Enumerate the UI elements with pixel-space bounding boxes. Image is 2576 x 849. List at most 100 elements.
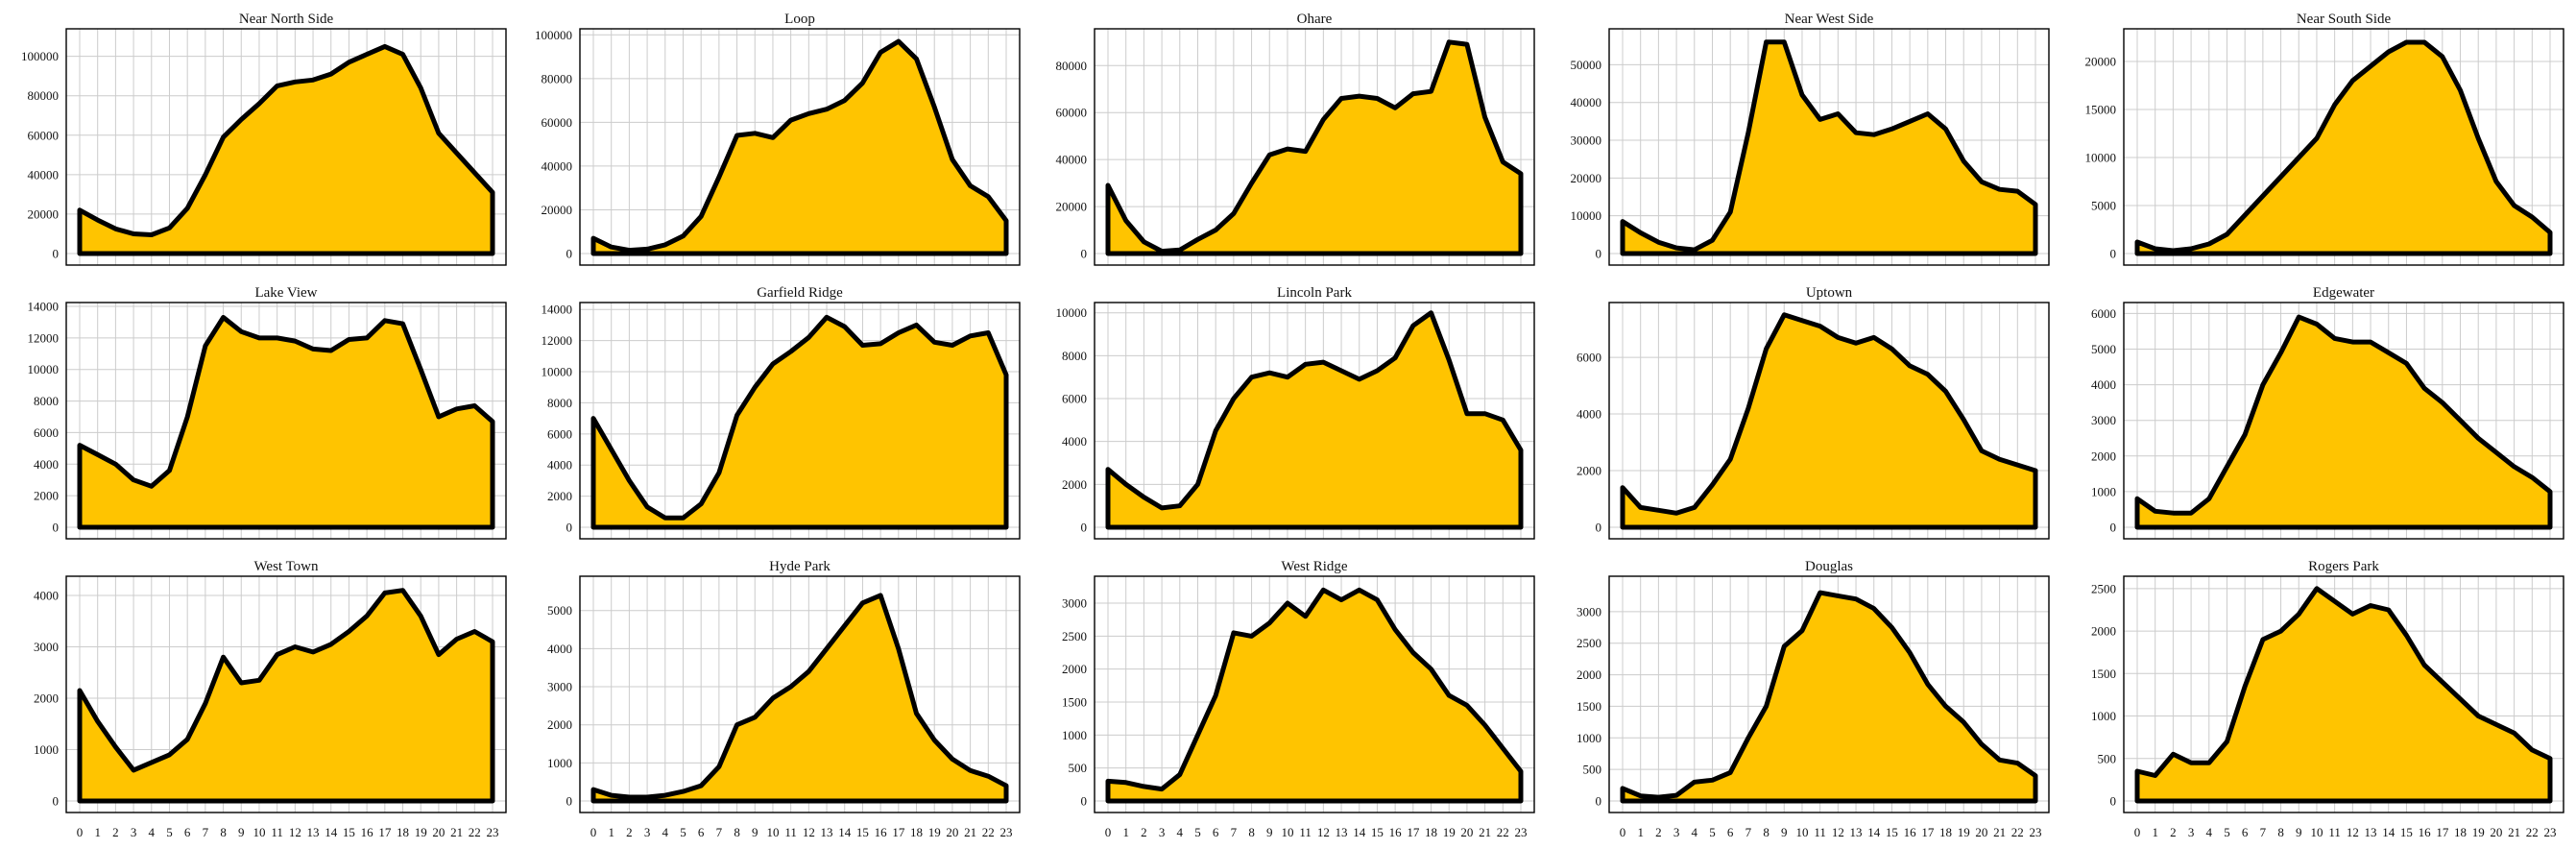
x-tick-label: 0: [77, 825, 84, 839]
y-tick-label: 0: [1596, 247, 1602, 261]
x-tick-label: 22: [982, 825, 995, 839]
x-tick-label: 18: [2454, 825, 2467, 839]
x-tick-label: 1: [1637, 825, 1644, 839]
x-tick-label: 7: [716, 825, 723, 839]
y-tick-label: 2000: [1062, 477, 1087, 492]
x-tick-label: 6: [2242, 825, 2249, 839]
x-tick-label: 17: [1407, 825, 1420, 839]
area-series: [1105, 39, 1524, 256]
x-tick-label: 20: [946, 825, 958, 839]
y-tick-label: 40000: [542, 158, 573, 173]
x-tick-label: 9: [238, 825, 245, 839]
x-tick-label: 5: [166, 825, 173, 839]
x-tick-label: 8: [2277, 825, 2284, 839]
y-tick-label: 14000: [28, 300, 60, 314]
y-tick-label: 60000: [1056, 106, 1088, 120]
plot-frame: [579, 28, 1021, 266]
y-tick-label: 80000: [542, 71, 573, 85]
x-tick-label: 12: [2347, 825, 2359, 839]
y-tick-label: 0: [53, 247, 60, 261]
x-tick-label: 11: [2328, 825, 2341, 839]
x-tick-label: 11: [1299, 825, 1312, 839]
y-tick-label: 20000: [1571, 171, 1602, 185]
x-tick-label: 11: [271, 825, 283, 839]
plot-frame: [1608, 302, 2050, 540]
y-tick-label: 0: [566, 794, 573, 809]
x-tick-label: 14: [1353, 825, 1366, 839]
area-series: [590, 314, 1009, 530]
x-tick-label: 13: [1850, 825, 1863, 839]
panel-title: Ohare: [1297, 12, 1333, 27]
y-tick-label: 500: [1069, 761, 1088, 775]
area-series: [2134, 586, 2553, 804]
x-tick-label: 18: [1425, 825, 1437, 839]
y-tick-label: 10000: [1056, 305, 1088, 320]
x-tick-label: 15: [856, 825, 869, 839]
plot-frame: [2123, 575, 2564, 813]
x-tick-label: 20: [1460, 825, 1473, 839]
panel-title: Douglas: [1805, 559, 1853, 574]
x-tick-label: 1: [94, 825, 101, 839]
chart-panel: 0 2000 4000 6000 8000 10000 12000 14000 Garfield…: [542, 285, 1021, 540]
y-tick-label: 6000: [1577, 351, 1601, 365]
y-tick-label: 5000: [547, 603, 572, 618]
y-tick-label: 100000: [21, 49, 59, 63]
x-tick-label: 7: [1745, 825, 1752, 839]
x-tick-label: 0: [2134, 825, 2141, 839]
y-tick-label: 2000: [547, 489, 572, 503]
y-tick-label: 0: [1596, 521, 1602, 535]
x-tick-label: 6: [184, 825, 191, 839]
x-tick-label: 3: [1673, 825, 1680, 839]
y-tick-label: 2000: [547, 717, 572, 732]
x-tick-label: 1: [2152, 825, 2158, 839]
x-tick-label: 16: [2419, 825, 2432, 839]
y-tick-label: 0: [2110, 794, 2117, 809]
x-tick-label: 15: [343, 825, 355, 839]
plot-frame: [1608, 575, 2050, 813]
x-tick-label: 12: [289, 825, 301, 839]
x-tick-label: 13: [2365, 825, 2377, 839]
x-tick-label: 7: [2260, 825, 2267, 839]
x-tick-label: 16: [361, 825, 374, 839]
area-series: [1105, 310, 1524, 530]
area-series: [1105, 587, 1524, 804]
x-tick-label: 15: [1371, 825, 1384, 839]
y-tick-label: 20000: [1056, 200, 1088, 214]
x-tick-label: 0: [1620, 825, 1626, 839]
x-tick-label: 2: [1141, 825, 1147, 839]
x-tick-label: 9: [1781, 825, 1788, 839]
plot-frame: [2123, 302, 2564, 540]
chart-panel: 0 1000 2000 3000 4000 5000 6000 Edgewater: [2091, 285, 2564, 540]
x-tick-label: 18: [1939, 825, 1952, 839]
x-tick-label: 14: [2382, 825, 2395, 839]
y-tick-label: 10000: [542, 365, 573, 379]
panel-title: Near West Side: [1785, 12, 1874, 27]
y-tick-label: 2500: [2091, 581, 2116, 595]
y-tick-label: 60000: [542, 115, 573, 130]
y-tick-label: 14000: [542, 303, 573, 317]
x-tick-label: 19: [415, 825, 427, 839]
y-tick-label: 6000: [34, 425, 59, 440]
plot-frame: [579, 575, 1021, 813]
y-tick-label: 8000: [34, 394, 59, 408]
x-tick-label: 18: [397, 825, 409, 839]
x-tick-label: 13: [1336, 825, 1348, 839]
y-tick-label: 4000: [34, 589, 59, 603]
x-tick-label: 23: [487, 825, 499, 839]
area-series: [2134, 39, 2553, 256]
plot-frame: [579, 302, 1021, 540]
chart-panel: 0 20000 40000 60000 80000 Ohare: [1056, 12, 1535, 266]
y-tick-label: 2000: [2091, 624, 2116, 639]
x-tick-label: 9: [2296, 825, 2302, 839]
x-tick-label: 9: [1266, 825, 1273, 839]
y-tick-label: 8000: [547, 396, 572, 410]
y-tick-label: 2500: [1577, 636, 1601, 650]
y-tick-label: 2000: [34, 691, 59, 706]
y-tick-label: 40000: [28, 167, 60, 182]
y-tick-label: 15000: [2085, 103, 2117, 117]
